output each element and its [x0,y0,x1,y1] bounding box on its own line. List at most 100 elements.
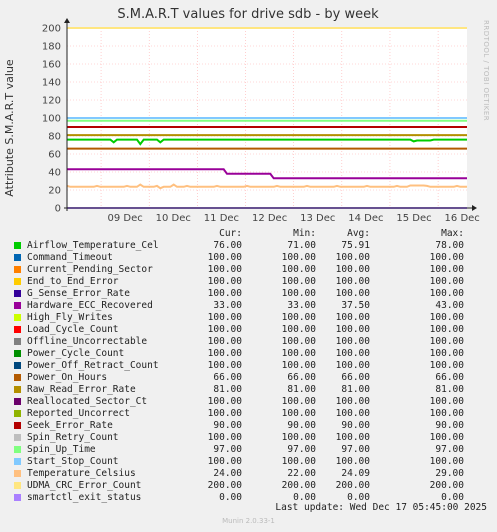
legend-min: 22.00 [287,468,316,479]
legend-swatch [14,374,21,381]
legend-min: 100.00 [281,456,316,467]
legend-cur: 97.00 [213,444,242,455]
legend-label: Spin_Retry_Count [27,432,119,443]
legend-max: 29.00 [435,468,464,479]
legend-row: Seek_Error_Rate 90.00 90.00 90.00 90.00 [0,420,497,432]
x-tick-label: 12 Dec [252,213,287,224]
axes [64,18,477,211]
legend-max: 0.00 [441,492,464,503]
y-tick-label: 140 [42,78,61,89]
legend-swatch [14,386,21,393]
legend-cur: 100.00 [207,456,242,467]
legend-swatch [14,434,21,441]
legend-min: 100.00 [281,408,316,419]
col-cur: Cur: [219,228,242,239]
legend-label: smartctl_exit_status [27,492,142,503]
legend-label: Hardware_ECC_Recovered [27,300,153,311]
legend-min: 100.00 [281,252,316,263]
legend-row: Raw_Read_Error_Rate 81.00 81.00 81.00 81.00 [0,384,497,396]
legend-label: Power_On_Hours [27,372,108,383]
legend-cur: 24.00 [213,468,242,479]
legend-row: UDMA_CRC_Error_Count 200.00 200.00 200.00 20… [0,480,497,492]
legend-avg: 100.00 [335,252,370,263]
legend-max: 100.00 [429,312,464,323]
series-line-temperature-celsius [66,183,467,190]
legend-avg: 100.00 [335,408,370,419]
legend-label: Offline_Uncorrectable [27,336,148,347]
legend-row: Offline_Uncorrectable 100.00 100.00 100.00 1… [0,336,497,348]
legend-label: UDMA_CRC_Error_Count [27,480,142,491]
legend-cur: 100.00 [207,396,242,407]
series-lines [66,27,467,209]
legend-max: 100.00 [429,408,464,419]
legend-min: 90.00 [287,420,316,431]
legend-cur: 81.00 [213,384,242,395]
legend-label: G_Sense_Error_Rate [27,288,130,299]
legend-swatch [14,254,21,261]
y-tick-label: 80 [48,132,61,143]
x-tick-label: 15 Dec [396,213,431,224]
legend-cur: 100.00 [207,336,242,347]
y-tick-label: 0 [55,204,61,215]
legend-cur: 100.00 [207,348,242,359]
y-tick-label: 20 [48,186,61,197]
legend-cur: 90.00 [213,420,242,431]
legend-cur: 76.00 [213,240,242,251]
legend-row: Spin_Up_Time 97.00 97.00 97.00 97.00 [0,444,497,456]
legend-row: smartctl_exit_status 0.00 0.00 0.00 0.00 [0,492,497,504]
x-tick-label: 11 Dec [204,213,239,224]
legend-max: 90.00 [435,420,464,431]
y-axis-arrow [64,18,70,23]
legend-max: 100.00 [429,396,464,407]
legend-row: Spin_Retry_Count 100.00 100.00 100.00 100.00 [0,432,497,444]
series-line-hardware-ecc-recovered [67,168,467,180]
x-tick-label: 10 Dec [156,213,191,224]
legend-cur: 200.00 [207,480,242,491]
y-tick-label: 40 [48,168,61,179]
legend-avg: 90.00 [341,420,370,431]
legend-max: 81.00 [435,384,464,395]
legend-cur: 100.00 [207,312,242,323]
legend-row: Start_Stop_Count 100.00 100.00 100.00 100.00 [0,456,497,468]
legend-avg: 100.00 [335,264,370,275]
legend-row: High_Fly_Writes 100.00 100.00 100.00 100.00 [0,312,497,324]
y-ticks: 0 20 40 60 80 100 120 140 160 180 200 [42,24,61,215]
legend-swatch [14,446,21,453]
y-axis-label: Attribute S.M.A.R.T value [3,59,16,197]
legend-min: 97.00 [287,444,316,455]
legend-label: Reallocated_Sector_Ct [27,396,148,407]
x-ticks: 09 Dec 10 Dec 11 Dec 12 Dec 13 Dec 14 Dec 15 D… [108,213,480,224]
legend-label: Raw_Read_Error_Rate [27,384,136,395]
legend-min: 100.00 [281,396,316,407]
legend-cur: 100.00 [207,288,242,299]
legend-row: Reported_Uncorrect 100.00 100.00 100.00 100.… [0,408,497,420]
legend-row: Airflow_Temperature_Cel 76.00 71.00 75.91 78… [0,240,497,252]
legend-cur: 33.00 [213,300,242,311]
legend-min: 100.00 [281,324,316,335]
legend-swatch [14,398,21,405]
legend-swatch [14,494,21,501]
legend-label: Current_Pending_Sector [27,264,153,275]
legend-max: 97.00 [435,444,464,455]
legend-label: Temperature_Celsius [27,468,136,479]
y-tick-label: 60 [48,150,61,161]
legend-row: Current_Pending_Sector 100.00 100.00 100.00… [0,264,497,276]
legend-cur: 100.00 [207,324,242,335]
series-line-airflow-temperature-cel [67,138,467,146]
legend-min: 33.00 [287,300,316,311]
legend-max: 100.00 [429,360,464,371]
chart: S.M.A.R.T values for drive sdb - by week… [3,7,490,224]
legend-avg: 75.91 [341,240,370,251]
legend-min: 100.00 [281,264,316,275]
legend-swatch [14,278,21,285]
legend-min: 100.00 [281,432,316,443]
legend-max: 200.00 [429,480,464,491]
x-tick-label: 16 Dec [445,213,480,224]
legend-max: 43.00 [435,300,464,311]
x-tick-label: 14 Dec [348,213,383,224]
legend-min: 100.00 [281,276,316,287]
legend-avg: 100.00 [335,336,370,347]
col-avg: Avg: [347,228,370,239]
legend-swatch [14,410,21,417]
legend-row: Power_Cycle_Count 100.00 100.00 100.00 100.0… [0,348,497,360]
